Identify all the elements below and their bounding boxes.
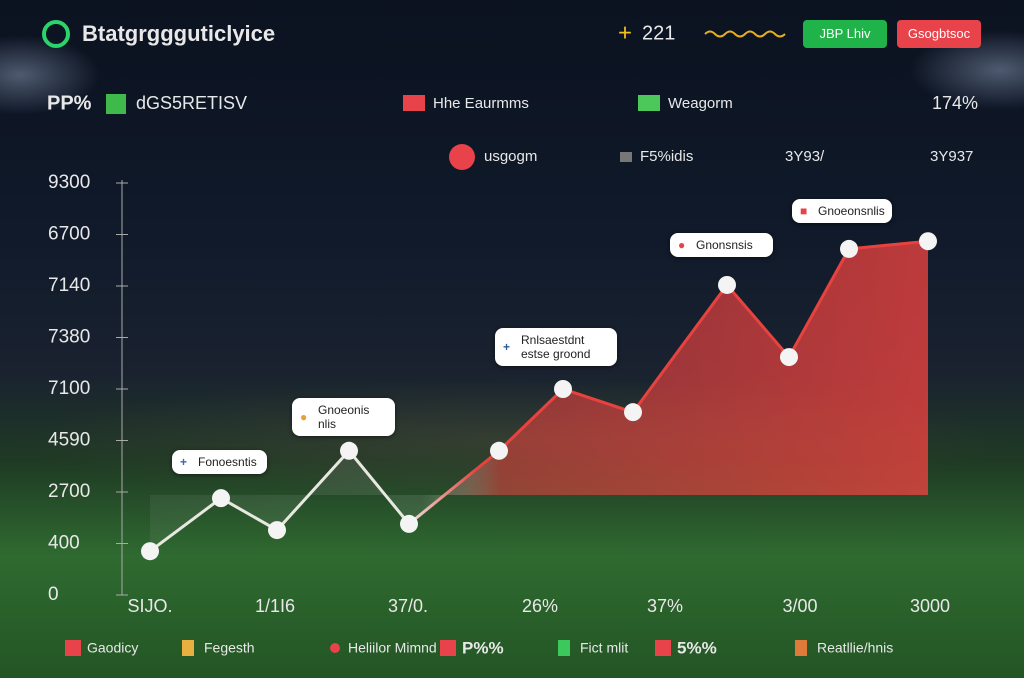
stat-text: 3Y937 [930, 148, 973, 165]
point [919, 232, 937, 251]
legend-label: 5%% [677, 638, 717, 657]
x-tick-label: 3/00 [782, 596, 817, 616]
point [554, 380, 572, 398]
plus-icon: + [618, 19, 632, 46]
legend-label: P%% [462, 638, 504, 657]
legend-label: Fict mlit [580, 640, 628, 656]
squiggle [704, 30, 786, 38]
legend-swatch [182, 640, 194, 656]
callout-text: Fonoesntis [198, 455, 257, 469]
callout-text: Gnonsnsis [696, 238, 753, 252]
y-tick-label: 2700 [48, 481, 90, 502]
line [149, 239, 929, 553]
stat-text: F5%idis [640, 148, 693, 165]
point [718, 275, 736, 294]
point [212, 489, 230, 508]
legend-label: Weagorm [668, 95, 733, 112]
legend-label: Reatllie/hnis [817, 640, 893, 656]
score: 221 [642, 22, 675, 44]
callout: + Rnlsaestdnt estse groond [495, 328, 617, 366]
stat-dot [449, 144, 475, 170]
callout-icon: + [180, 455, 188, 469]
legend-swatch [558, 640, 570, 656]
stat-text: 3Y93/ [785, 148, 825, 165]
callout-text: Gnoeonsnlis [818, 204, 885, 218]
x-tick-label: 1/1I6 [255, 596, 295, 616]
legend-swatch [795, 640, 807, 656]
callout-icon: ● [678, 238, 686, 252]
callout-text: Gnoeonis nlis [318, 403, 370, 431]
legend-dot [330, 643, 340, 653]
x-tick-label: SIJO. [127, 596, 172, 616]
legend-swatch [638, 95, 660, 111]
y-tick-label: 7380 [48, 327, 90, 348]
stat-text: usgogm [484, 148, 537, 165]
subtitle-icon [106, 94, 126, 114]
legend-label: Heliilor Mimnd [348, 640, 437, 656]
point [780, 348, 798, 367]
point [141, 542, 159, 561]
callout: ● Gnonsnsis [670, 233, 773, 257]
area [150, 241, 928, 552]
x-tick-label: 37% [647, 596, 683, 616]
x-tick-label: 26% [522, 596, 558, 616]
callout-icon: + [503, 340, 511, 354]
callout: ■ Gnoeonsnlis [792, 199, 892, 223]
legend-swatch [403, 95, 425, 111]
legend-swatch [655, 640, 671, 656]
point [340, 441, 358, 460]
legend-label: Gaodicy [87, 640, 138, 656]
point [268, 521, 286, 540]
y-tick-label: 0 [48, 584, 59, 605]
callout-icon: ● [300, 410, 308, 424]
callout: ● Gnoeonis nlis [292, 398, 395, 436]
x-tick-label: 37/0. [388, 596, 428, 616]
callout-icon: ■ [800, 204, 808, 218]
x-tick-label: 3000 [910, 596, 950, 616]
y-tick-label: 7140 [48, 275, 90, 296]
point [490, 441, 508, 460]
app-title: Btatgrggguticlyice [82, 21, 275, 46]
legend-label: Hhe Eaurmms [433, 95, 529, 112]
legend-label: Fegesth [204, 640, 255, 656]
chart-title: PP% [47, 92, 92, 114]
point [400, 514, 418, 533]
y-tick-label: 6700 [48, 224, 90, 245]
legend-swatch [65, 640, 81, 656]
callout-text: Rnlsaestdnt estse groond [521, 333, 591, 361]
header-button[interactable]: Gsogbtsoc [897, 20, 981, 48]
stat-icon [620, 152, 632, 162]
point [624, 403, 642, 422]
header-button[interactable]: JBP Lhiv [803, 20, 887, 48]
point [840, 239, 858, 258]
y-tick-label: 7100 [48, 378, 90, 399]
callout: + Fonoesntis [172, 450, 267, 474]
y-tick-label: 9300 [48, 172, 90, 193]
y-tick-label: 400 [48, 533, 80, 554]
y-tick-label: 4590 [48, 430, 90, 451]
legend-swatch [440, 640, 456, 656]
chart-subtitle: dGS5RETISV [136, 93, 247, 113]
top-stat: 174% [932, 93, 978, 113]
logo [42, 20, 70, 48]
